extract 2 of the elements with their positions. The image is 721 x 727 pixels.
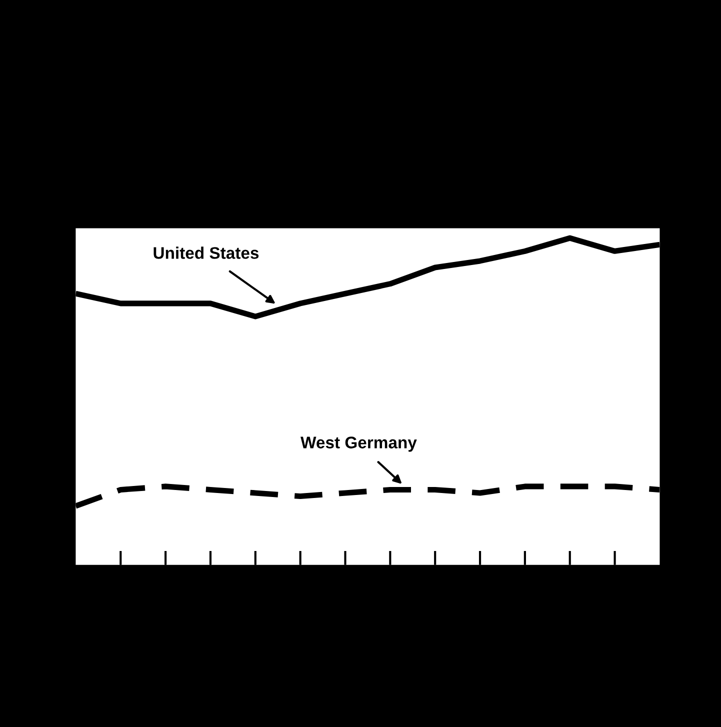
text: United States — [154, 246, 259, 259]
text: West Germany — [300, 436, 417, 452]
